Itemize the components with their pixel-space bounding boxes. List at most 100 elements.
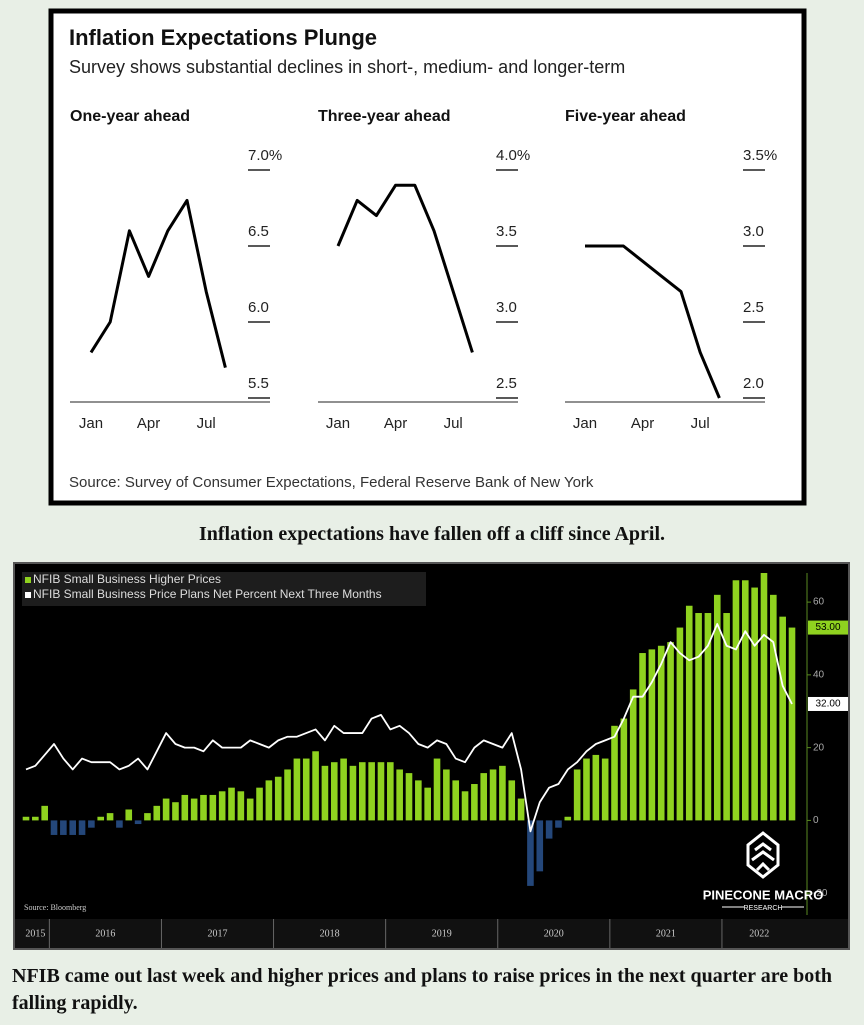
bar [452, 780, 460, 821]
bar [732, 580, 740, 821]
x-tick-label: Jul [444, 415, 463, 432]
bar [312, 751, 319, 821]
y-tick-label: 3.5 [496, 223, 517, 240]
x-tick-label: Jul [197, 415, 216, 432]
bar [302, 758, 310, 821]
bar [741, 580, 749, 821]
figure-subtitle: Survey shows substantial declines in sho… [69, 57, 625, 77]
bar [601, 758, 609, 821]
value-label: 32.00 [815, 699, 840, 710]
bar [116, 820, 123, 828]
bar [583, 758, 590, 821]
bar [200, 794, 207, 821]
x-tick-label: Apr [384, 415, 407, 432]
bar [517, 798, 525, 821]
x-tick-label: Apr [631, 415, 654, 432]
bar [629, 689, 637, 821]
bar [480, 773, 488, 821]
bar [433, 758, 441, 821]
year-label: 2021 [656, 928, 676, 939]
y-tick-label: 2.0 [743, 375, 764, 392]
bar [415, 780, 422, 821]
y-tick-label: 40 [813, 670, 825, 681]
x-tick-label: Jan [573, 415, 597, 432]
bar [779, 616, 786, 821]
bar [181, 794, 189, 821]
bar [293, 758, 301, 821]
bar [349, 765, 357, 821]
bar [396, 769, 403, 821]
bar [358, 762, 366, 821]
bar [704, 613, 712, 821]
bar [340, 758, 347, 821]
bar [368, 762, 375, 821]
year-label: 2022 [749, 928, 769, 939]
bar [377, 762, 385, 821]
bar [751, 587, 758, 821]
bar [676, 627, 684, 821]
bar [228, 787, 235, 821]
bar [97, 816, 105, 821]
bar [564, 816, 572, 821]
line [585, 244, 721, 399]
x-tick-label: Jan [326, 415, 350, 432]
y-tick-label: 60 [813, 597, 825, 608]
year-label: 2019 [432, 928, 452, 939]
bar [536, 820, 544, 872]
figure-source: Source: Survey of Consumer Expectations,… [69, 474, 594, 491]
bar [695, 613, 702, 821]
bar [657, 645, 665, 821]
bar [620, 718, 628, 821]
bar [172, 802, 179, 821]
bar [330, 762, 338, 821]
value-label: 53.00 [815, 622, 840, 633]
bar [78, 820, 86, 835]
bar [144, 813, 151, 821]
y-tick-label: 3.0 [743, 223, 764, 240]
y-tick-label: 2.5 [743, 299, 764, 316]
y-tick-label: 6.0 [248, 299, 269, 316]
line [25, 623, 793, 833]
bar [162, 798, 170, 821]
legend-box [22, 572, 426, 606]
bar [713, 594, 721, 821]
bar [125, 809, 133, 821]
bar [153, 805, 161, 821]
bar [321, 765, 329, 821]
bar [667, 642, 674, 821]
y-tick-label: 4.0% [496, 147, 530, 164]
bar [489, 769, 497, 821]
bar [499, 765, 506, 821]
y-tick-label: 6.5 [248, 223, 269, 240]
bar [592, 754, 600, 821]
legend-label: NFIB Small Business Higher Prices [33, 572, 221, 586]
bar [237, 791, 245, 821]
bar [209, 794, 217, 821]
bar [32, 816, 39, 821]
year-label: 2020 [544, 928, 564, 939]
y-tick-label: 5.5 [248, 375, 269, 392]
legend-swatch [25, 577, 31, 583]
figure-title: Inflation Expectations Plunge [69, 25, 377, 50]
bar [685, 605, 693, 821]
bar [611, 725, 618, 821]
line [89, 198, 227, 368]
bar [770, 594, 777, 821]
bar [788, 627, 796, 821]
line [336, 183, 474, 353]
caption: NFIB came out last week and higher price… [12, 965, 832, 1014]
y-tick-label: 20 [813, 742, 825, 753]
year-label: 2018 [320, 928, 340, 939]
bar [41, 805, 48, 821]
year-label: 2015 [25, 928, 45, 939]
bar [639, 653, 646, 821]
bar [88, 820, 95, 828]
x-tick-label: Apr [137, 415, 160, 432]
bar [69, 820, 77, 835]
panel-title: One-year ahead [70, 108, 190, 125]
bar [256, 787, 263, 821]
bar [424, 787, 431, 821]
panel-title: Three-year ahead [318, 108, 451, 125]
y-tick-label: 2.5 [496, 375, 517, 392]
